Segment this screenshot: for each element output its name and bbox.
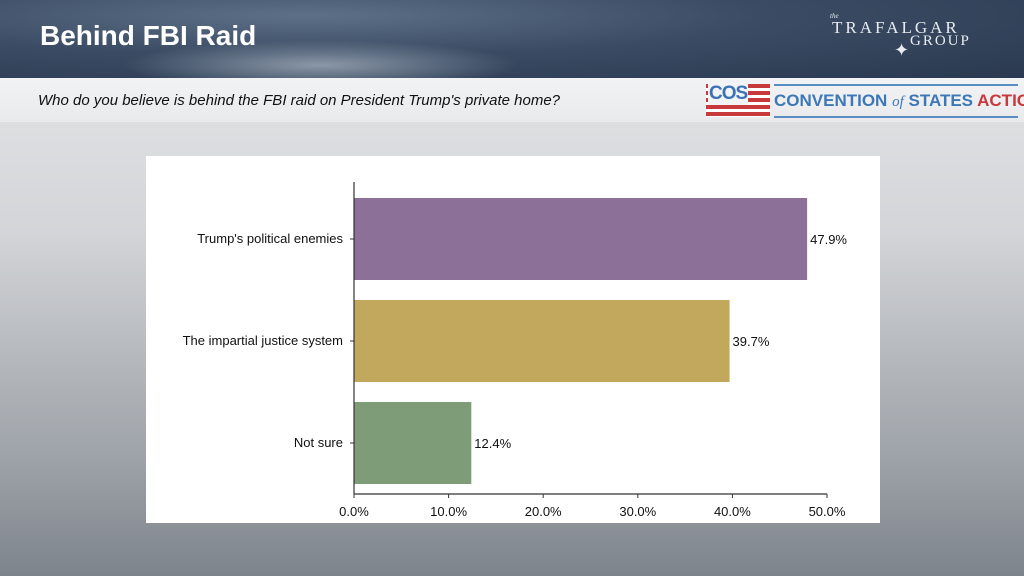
cos-name-3: ACTION [977, 91, 1024, 110]
category-label: Not sure [294, 435, 343, 450]
x-tick-label: 50.0% [809, 504, 846, 519]
cos-action-logo: COS CONVENTION of STATES ACTION [706, 83, 1024, 120]
bar-chart: Trump's political enemies 47.9% The impart… [183, 182, 847, 519]
x-tick-label: 0.0% [339, 504, 369, 519]
compass-star-icon: ✦ [894, 40, 910, 60]
category-label: Trump's political enemies [197, 231, 343, 246]
logo-line1: TRAFALGAR [832, 18, 960, 37]
x-tick-label: 40.0% [714, 504, 751, 519]
cos-abbr: COS [708, 83, 748, 105]
x-tick-label: 20.0% [525, 504, 562, 519]
cos-name-1: CONVENTION [774, 91, 888, 110]
bar [354, 402, 472, 484]
x-tick-label: 10.0% [430, 504, 467, 519]
survey-question: Who do you believe is behind the FBI rai… [38, 92, 561, 109]
slide-title: Behind FBI Raid [40, 20, 257, 51]
bar [354, 198, 808, 280]
bar [354, 300, 730, 382]
cos-name: CONVENTION of STATES ACTION [774, 91, 1024, 111]
data-label: 12.4% [474, 436, 511, 451]
logo-line2: GROUP [910, 33, 971, 49]
cos-name-2: STATES [908, 91, 974, 110]
header-banner: Behind FBI Raid the TRAFALGAR ✦ GROUP [0, 0, 1024, 90]
divider [774, 116, 1018, 118]
data-label: 47.9% [810, 232, 847, 247]
cos-name-of: of [892, 94, 904, 110]
x-tick-label: 30.0% [619, 504, 656, 519]
category-label: The impartial justice system [183, 333, 343, 348]
chart-panel: Trump's political enemies 47.9% The impart… [146, 156, 880, 523]
divider [774, 84, 1018, 86]
logo-the: the [830, 12, 839, 20]
data-label: 39.7% [733, 334, 770, 349]
